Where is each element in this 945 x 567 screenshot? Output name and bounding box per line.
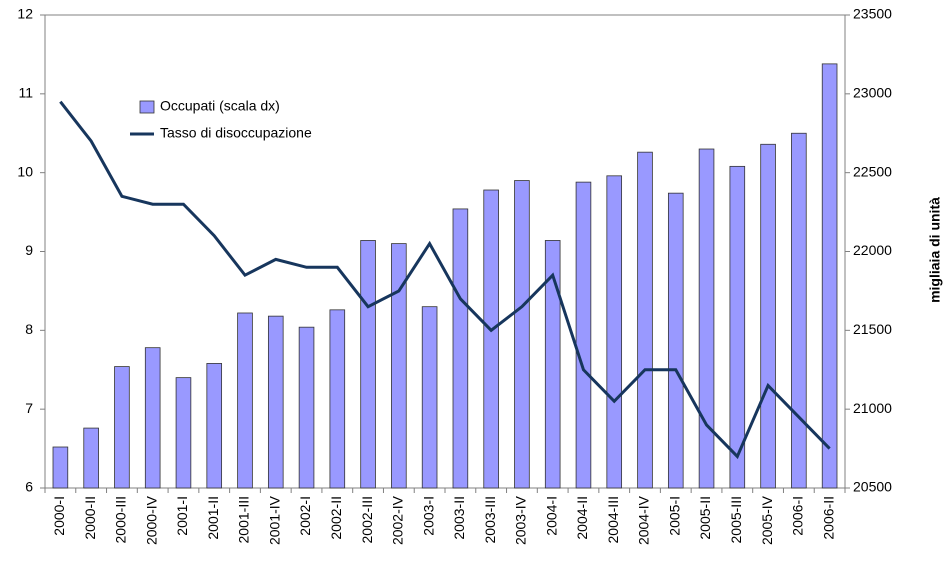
bar bbox=[144, 347, 161, 489]
bar bbox=[575, 181, 592, 489]
bar bbox=[637, 151, 653, 489]
bar bbox=[821, 63, 838, 489]
bar bbox=[483, 189, 499, 489]
bar bbox=[760, 143, 776, 489]
bar bbox=[606, 175, 623, 489]
bar bbox=[114, 366, 130, 489]
x-tick-label: 2000-IV bbox=[143, 495, 159, 545]
x-tick-label: 2003-IV bbox=[513, 495, 529, 545]
y2-axis-label: migliaia di unità bbox=[927, 197, 943, 303]
y-tick-label: 11 bbox=[18, 85, 33, 101]
x-tick-label: 2003-III bbox=[482, 496, 498, 543]
y2-tick-label: 23500 bbox=[853, 6, 892, 22]
x-tick-label: 2002-I bbox=[297, 496, 313, 536]
x-tick-label: 2006-II bbox=[820, 496, 836, 540]
bar bbox=[452, 208, 469, 489]
bar bbox=[83, 427, 99, 489]
x-tick-label: 2001-II bbox=[205, 496, 221, 540]
x-tick-label: 2000-III bbox=[113, 496, 129, 543]
bar bbox=[421, 306, 438, 489]
y-tick-label: 8 bbox=[25, 321, 33, 337]
bar bbox=[175, 377, 192, 489]
x-tick-label: 2005-II bbox=[697, 496, 713, 540]
x-tick-label: 2005-I bbox=[666, 496, 682, 536]
y-tick-label: 12 bbox=[17, 6, 33, 22]
y2-tick-label: 21000 bbox=[853, 400, 892, 416]
x-tick-label: 2000-II bbox=[82, 496, 98, 540]
x-tick-label: 2004-I bbox=[543, 496, 559, 536]
y2-tick-label: 22500 bbox=[853, 163, 892, 179]
bar bbox=[791, 132, 807, 489]
x-tick-label: 2004-II bbox=[574, 496, 590, 540]
bar bbox=[698, 148, 715, 489]
y2-tick-label: 22000 bbox=[853, 242, 892, 258]
bar bbox=[329, 309, 346, 489]
y-tick-label: 6 bbox=[25, 479, 33, 495]
x-tick-label: 2005-IV bbox=[759, 495, 775, 545]
bar bbox=[267, 315, 284, 489]
y-tick-label: 10 bbox=[17, 163, 33, 179]
bar bbox=[729, 165, 746, 489]
bar bbox=[391, 243, 407, 489]
legend-label: Tasso di disoccupazione bbox=[160, 125, 312, 141]
legend-label: Occupati (scala dx) bbox=[160, 98, 280, 114]
y2-tick-label: 21500 bbox=[853, 321, 892, 337]
y2-tick-label: 20500 bbox=[853, 479, 892, 495]
x-tick-label: 2002-IV bbox=[390, 495, 406, 545]
x-tick-label: 2002-III bbox=[359, 496, 375, 543]
x-tick-label: 2001-IV bbox=[266, 495, 282, 545]
x-tick-label: 2004-III bbox=[605, 496, 621, 543]
bar bbox=[360, 240, 376, 489]
x-tick-label: 2001-I bbox=[174, 496, 190, 536]
legend-swatch bbox=[139, 100, 155, 114]
bar bbox=[52, 446, 69, 489]
bar bbox=[514, 180, 530, 489]
x-tick-label: 2001-III bbox=[236, 496, 252, 543]
x-tick-label: 2000-I bbox=[51, 496, 67, 536]
bar bbox=[237, 312, 253, 489]
x-tick-label: 2005-III bbox=[728, 496, 744, 543]
x-tick-label: 2003-II bbox=[451, 496, 467, 540]
y-tick-label: 7 bbox=[25, 400, 33, 416]
y-tick-label: 9 bbox=[25, 242, 33, 258]
x-tick-label: 2004-IV bbox=[636, 495, 652, 545]
y2-tick-label: 23000 bbox=[853, 85, 892, 101]
line bbox=[59, 100, 831, 460]
bar bbox=[298, 326, 315, 489]
bar bbox=[544, 240, 561, 489]
x-tick-label: 2006-I bbox=[790, 496, 806, 536]
bar bbox=[206, 363, 223, 489]
bar bbox=[667, 192, 684, 489]
plot-frame bbox=[44, 14, 846, 489]
x-tick-label: 2003-I bbox=[420, 496, 436, 536]
x-tick-label: 2002-II bbox=[328, 496, 344, 540]
